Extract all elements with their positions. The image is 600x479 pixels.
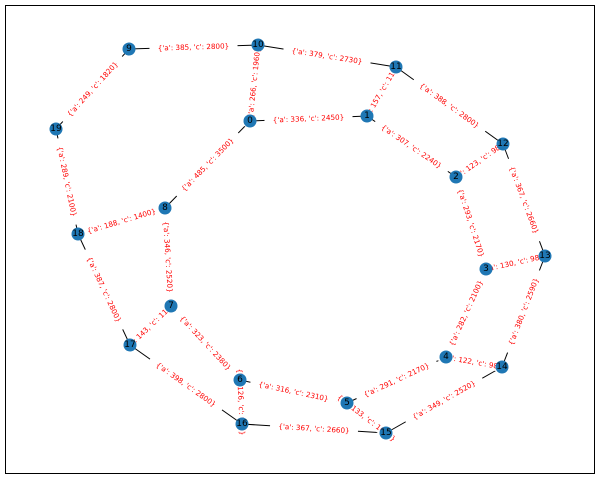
node-circle [538, 249, 552, 263]
edge-label-background [269, 420, 359, 437]
node-label: 10 [252, 40, 264, 50]
node-label: 19 [50, 124, 62, 134]
node-10: 10 [251, 38, 265, 52]
node-circle [49, 122, 63, 136]
node-circle [235, 417, 249, 431]
node-13: 13 [538, 249, 552, 263]
node-label: 18 [72, 229, 84, 239]
node-circle [449, 170, 463, 184]
node-15: 15 [379, 426, 393, 440]
edge-label-background [59, 53, 126, 125]
edge-label-background [80, 247, 128, 332]
node-label: 12 [497, 139, 508, 149]
edge-label-background [354, 356, 439, 404]
node-1: 1 [360, 109, 374, 123]
edge-label-background [503, 156, 545, 244]
node-label: 6 [237, 375, 243, 385]
node-label: 15 [380, 428, 391, 438]
node-label: 11 [390, 62, 401, 72]
edge-label-background [452, 179, 490, 267]
node-label: 7 [168, 301, 174, 311]
node-6: 6 [233, 373, 247, 387]
node-label: 2 [453, 172, 459, 182]
edge-label-background [372, 117, 451, 176]
edge-label-background [431, 349, 517, 375]
edge-label-background [160, 212, 176, 302]
node-circle [360, 109, 374, 123]
node-label: 17 [124, 340, 135, 350]
node-circle [251, 38, 265, 52]
node-circle [164, 299, 178, 313]
node-circle [123, 338, 137, 352]
edge-label-text: {'a': 346, 'c': 2520} [161, 221, 174, 293]
node-label: 0 [247, 116, 253, 126]
node-circle [379, 426, 393, 440]
edge-label-9-10: {'a': 385, 'c': 2800} [149, 40, 238, 54]
node-circle [496, 137, 510, 151]
edge-label-0-1: {'a': 336, 'c': 2450} [264, 111, 353, 126]
node-label: 8 [162, 203, 168, 213]
edge-label-background [244, 38, 264, 128]
node-11: 11 [389, 60, 403, 74]
edge-label-background [173, 129, 242, 200]
node-14: 14 [495, 360, 509, 374]
node-circle [71, 227, 85, 241]
edge-label-background [403, 373, 485, 427]
edge-label-background [473, 248, 558, 277]
edge-label-7-8: {'a': 346, 'c': 2520} [160, 212, 176, 302]
node-circle [479, 262, 493, 276]
edge-label-background [443, 270, 489, 356]
node-label: 9 [126, 44, 132, 54]
node-circle [243, 114, 257, 128]
edge-label-background [149, 40, 238, 54]
edge-label-background [77, 203, 166, 239]
edge-label-background [502, 268, 545, 355]
node-5: 5 [340, 396, 354, 410]
edge-label-background [249, 377, 338, 406]
node-circle [439, 350, 453, 364]
edge-label-background [147, 355, 225, 414]
node-circle [495, 360, 509, 374]
edge-label-background [410, 75, 489, 136]
node-16: 16 [235, 417, 249, 431]
node-label: 1 [364, 111, 370, 121]
node-9: 9 [122, 42, 136, 56]
edge-label-background [53, 137, 81, 226]
node-18: 18 [71, 227, 85, 241]
node-19: 19 [49, 122, 63, 136]
node-8: 8 [158, 201, 172, 215]
edge-label-text: {'a': 385, 'c': 2800} [158, 41, 230, 52]
node-label: 5 [344, 398, 350, 408]
node-label: 3 [483, 264, 489, 274]
node-3: 3 [479, 262, 493, 276]
plot-frame [5, 5, 595, 474]
node-4: 4 [439, 350, 453, 364]
node-circle [389, 60, 403, 74]
edge-label-text: {'a': 336, 'c': 2450} [273, 112, 345, 124]
node-circle [340, 396, 354, 410]
edge-label-background [171, 307, 240, 379]
edge-label-background [264, 111, 353, 126]
edge-label-text: {'a': 367, 'c': 2660} [278, 422, 350, 435]
node-label: 16 [236, 419, 248, 429]
node-17: 17 [123, 338, 137, 352]
node-circle [158, 201, 172, 215]
node-12: 12 [496, 137, 510, 151]
node-0: 0 [243, 114, 257, 128]
edge-label-15-16: {'a': 367, 'c': 2660} [269, 420, 359, 437]
edge-label-background [282, 44, 372, 68]
node-2: 2 [449, 170, 463, 184]
node-circle [233, 373, 247, 387]
node-label: 4 [443, 352, 449, 362]
node-7: 7 [164, 299, 178, 313]
node-circle [122, 42, 136, 56]
node-label: 13 [539, 251, 550, 261]
node-label: 14 [496, 362, 508, 372]
